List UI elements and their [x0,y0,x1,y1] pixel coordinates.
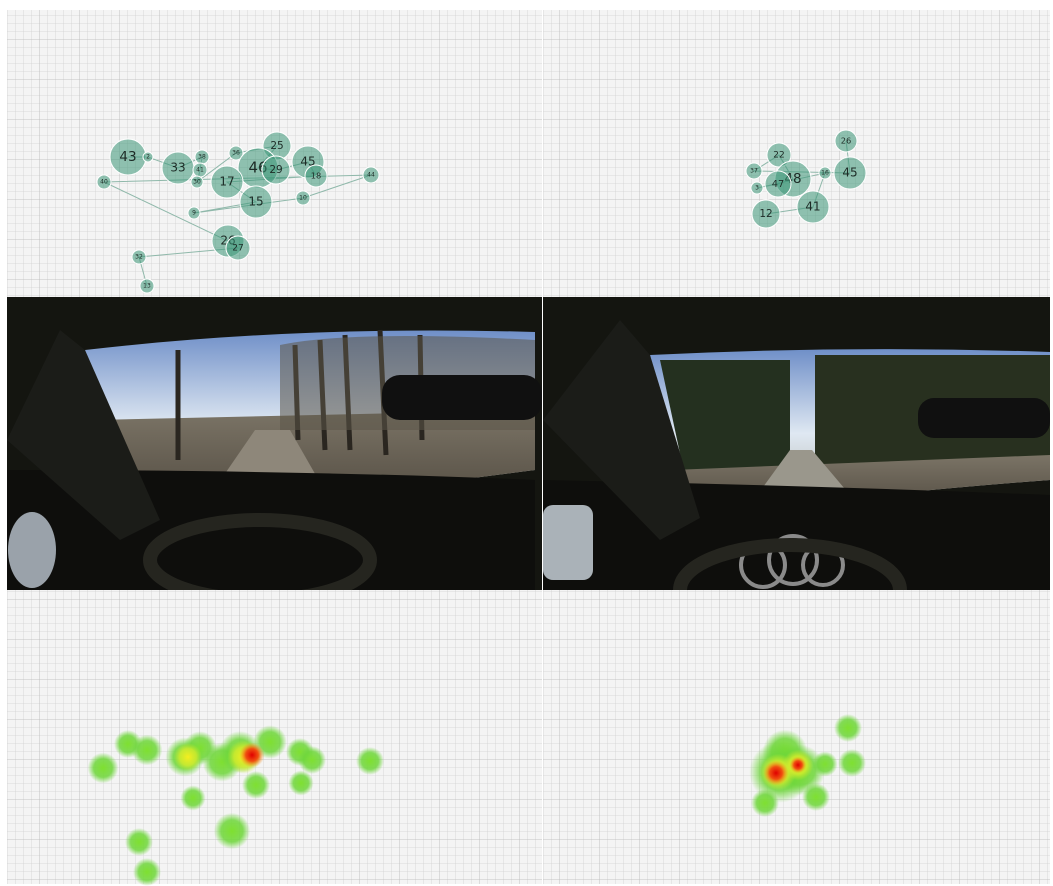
heat-spot [812,751,838,777]
fixation [818,166,832,180]
fixation-label: 3 [755,185,759,192]
heat-spot [133,858,161,886]
fixation [750,181,764,195]
fixation [210,165,244,199]
fixation-label: 13 [143,283,151,290]
fixation-label: 45 [300,155,315,169]
heat-spot [789,756,807,774]
fixation-label: 41 [805,200,820,214]
fixation [834,129,858,153]
fixation-label: 43 [119,149,136,165]
fixation-label: 40 [100,179,108,186]
heatmaps [87,714,866,886]
fixation-label: 2 [146,154,150,161]
fixation-label: 22 [773,151,784,161]
fixation [228,145,244,161]
fixation [142,151,154,163]
fixation [295,190,311,206]
fixation [304,164,328,188]
fixation-label: 12 [759,208,772,220]
heat-spot [125,828,153,856]
fixation-label: 15 [248,195,263,209]
fixation [796,190,830,224]
fixation-label: 36 [232,150,240,157]
fixation-label: 41 [196,167,204,174]
fixation [751,199,781,229]
driver-view-left [7,297,542,590]
fixation-label: 16 [821,170,829,177]
fixation-label: 18 [311,171,322,181]
fixation-label: 30 [193,179,201,186]
fixation-label: 26 [841,136,852,146]
fixation-label: 44 [367,172,375,179]
fixation [239,185,273,219]
fixation [131,249,147,265]
heat-spot [751,789,779,817]
scanpaths: 4323338413036254629451817159104440262732… [96,129,867,294]
fixation-label: 32 [135,254,143,261]
heat-spot [174,743,202,771]
heat-spot [763,760,789,786]
fixation-label: 27 [232,244,243,254]
fixation [261,155,291,185]
fixation [96,174,112,190]
fixation-label: 9 [192,210,196,217]
fixation-label: 29 [269,164,282,176]
fixation [362,166,380,184]
heat-spot [213,812,251,850]
fixation [745,162,763,180]
driver-view-right [543,297,1050,590]
fixation-label: 10 [299,195,307,202]
fixation [764,170,792,198]
heat-spot [834,714,862,742]
fixation [190,175,204,189]
heat-spot [838,749,866,777]
heat-spot [298,746,326,774]
heat-spot [131,734,163,766]
heat-spot [802,783,830,811]
fixation-label: 47 [772,179,784,190]
fixation [833,156,867,190]
heat-spot [239,742,265,768]
heat-spot [356,747,384,775]
heat-spot [180,785,206,811]
fixation-label: 45 [842,166,857,180]
heat-spot [87,752,119,784]
fixation-label: 37 [750,168,758,175]
fixation-label: 33 [170,161,185,175]
fixation [139,278,155,294]
fixation-label: 17 [219,175,234,189]
fixation-label: 25 [270,140,283,152]
fixation-label: 38 [198,154,206,161]
fixation [225,235,251,261]
heat-spot [288,770,314,796]
fixation [187,206,201,220]
heat-spot [242,771,270,799]
